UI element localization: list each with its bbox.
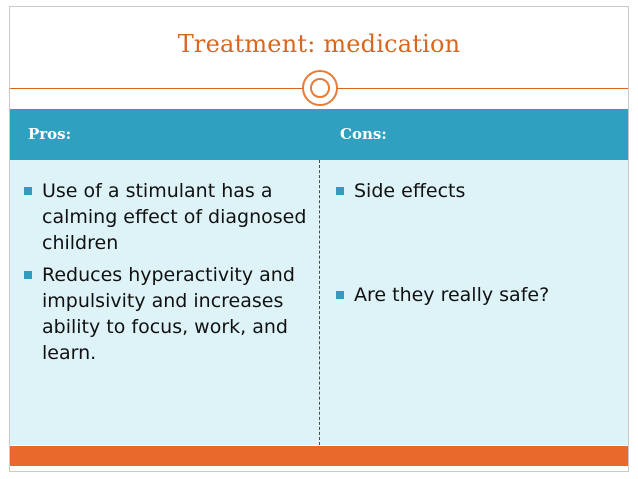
bottom-accent-bar bbox=[10, 446, 628, 466]
circle-ornament-icon bbox=[302, 70, 338, 106]
pros-list: Use of a stimulant has a calming effect … bbox=[14, 178, 314, 366]
cons-item-text: Are they really safe? bbox=[354, 284, 550, 306]
table-header-row: Pros: Cons: bbox=[10, 109, 628, 160]
pros-item-text: Use of a stimulant has a calming effect … bbox=[42, 180, 307, 254]
square-bullet-icon bbox=[24, 271, 32, 279]
column-separator bbox=[319, 160, 320, 445]
list-item: Use of a stimulant has a calming effect … bbox=[14, 178, 314, 256]
square-bullet-icon bbox=[336, 291, 344, 299]
list-item: Are they really safe? bbox=[326, 282, 622, 308]
cons-item-text: Side effects bbox=[354, 180, 466, 202]
slide-frame bbox=[9, 6, 629, 472]
circle-ornament-inner bbox=[310, 78, 330, 98]
cons-list: Side effects Are they really safe? bbox=[326, 178, 622, 308]
square-bullet-icon bbox=[336, 187, 344, 195]
pros-item-text: Reduces hyperactivity and impulsivity an… bbox=[42, 264, 295, 364]
pros-header: Pros: bbox=[28, 125, 72, 143]
table-body-row: Use of a stimulant has a calming effect … bbox=[10, 160, 628, 445]
cons-header: Cons: bbox=[340, 125, 387, 143]
list-item: Side effects bbox=[326, 178, 622, 204]
slide-title: Treatment: medication bbox=[177, 30, 461, 58]
list-item: Reduces hyperactivity and impulsivity an… bbox=[14, 262, 314, 366]
square-bullet-icon bbox=[24, 187, 32, 195]
